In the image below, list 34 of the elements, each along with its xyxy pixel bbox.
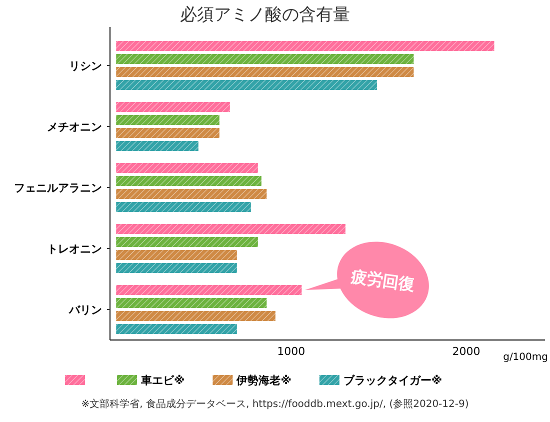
- y-tick-label: リシン: [69, 60, 102, 72]
- bar: [116, 285, 302, 295]
- legend-label: 車エビ※: [140, 374, 185, 387]
- bar: [116, 141, 198, 151]
- bar: [116, 298, 267, 308]
- bar: [116, 202, 251, 212]
- legend-label: 伊勢海老※: [236, 374, 292, 387]
- bar: [116, 41, 494, 51]
- bar: [116, 80, 377, 90]
- bar: [116, 102, 230, 112]
- annotation: 疲労回復: [348, 266, 416, 294]
- y-tick-label: フェニルアラニン: [14, 182, 102, 194]
- bar: [116, 54, 414, 64]
- x-axis-title: g/100mg: [503, 352, 548, 363]
- bar: [116, 189, 267, 199]
- bar: [116, 128, 220, 138]
- bar: [116, 250, 237, 260]
- bar: [116, 115, 220, 125]
- text: ※文部科学省, 食品成分データベース, https://fooddb.mext.go.jp/, (参照2020-12-9): [81, 398, 469, 410]
- bar: [116, 224, 346, 234]
- bar: [116, 163, 258, 173]
- chart-title: 必須アミノ酸の含有量: [180, 5, 350, 25]
- bar: [116, 176, 262, 186]
- bar: [116, 324, 237, 334]
- x-tick-label: 2000: [452, 345, 480, 358]
- y-tick-label: バリン: [68, 304, 102, 316]
- y-tick-label: メチオニン: [47, 120, 102, 134]
- bar: [116, 263, 237, 273]
- y-tick-label: トレオニン: [47, 242, 102, 256]
- bar: [116, 311, 276, 321]
- bar: [116, 67, 414, 77]
- x-tick-label: 1000: [277, 345, 306, 358]
- legend-label: ブラックタイガー※: [343, 374, 442, 387]
- bar: [116, 237, 258, 247]
